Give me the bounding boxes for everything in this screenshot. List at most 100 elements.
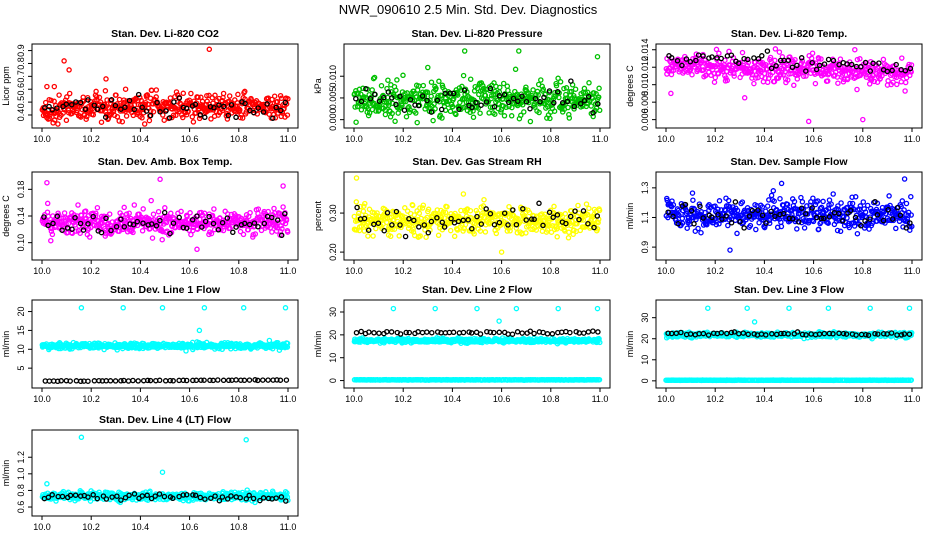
data-point [428,93,434,100]
reference-point [728,52,735,58]
reference-point [691,221,697,227]
reference-point [353,95,359,102]
data-point [837,56,844,62]
data-point [417,205,423,211]
reference-point [785,57,792,64]
data-point [150,211,157,217]
y-tick-label: 0.000 [328,108,338,131]
reference-point [505,331,511,337]
x-tick-label: 10.8 [230,394,248,404]
data-point [139,115,145,121]
data-point [444,204,450,210]
data-point [357,203,364,210]
data-point [116,96,123,103]
data-point [370,233,376,239]
reference-point [889,67,895,74]
data-point [536,109,542,116]
reference-point [564,98,571,105]
reference-point [858,63,864,70]
chart-title: Stan. Dev. Li-820 Pressure [411,28,542,40]
data-point [55,121,61,127]
outlier-point [390,305,397,312]
reference-point [261,220,268,227]
data-point [844,76,851,83]
reference-point [161,209,168,216]
reference-point [353,329,360,336]
data-point [770,188,777,194]
data-point [242,88,248,95]
y-axis-label: percent [313,200,323,231]
y-tick-label: 0.7 [16,70,26,83]
outlier-point [194,246,200,253]
x-tick-label: 10.4 [756,394,774,404]
data-point [211,206,217,212]
data-point [460,191,467,197]
data-point [447,108,454,115]
data-point [844,215,850,221]
data-point [163,219,170,226]
data-point [713,46,720,53]
data-point [102,88,109,94]
reference-point [759,53,765,59]
reference-point [180,224,187,231]
reference-point [519,330,525,336]
data-point [91,107,98,113]
data-point [493,230,500,237]
data-point [481,196,487,203]
data-point [866,81,873,87]
reference-point [425,229,432,236]
reference-point [585,94,592,100]
reference-point [407,96,414,103]
data-point [816,56,822,62]
data-point [818,56,824,62]
data-point [393,87,399,94]
reference-point [242,100,248,107]
data-point [157,221,164,227]
reference-point [206,213,212,220]
reference-point [367,95,374,102]
x-tick-label: 10.2 [394,134,412,144]
reference-point [77,220,84,227]
data-point [394,77,400,83]
data-point [547,115,553,122]
data-point [512,66,519,73]
reference-point [91,102,98,108]
page-title: NWR_090610 2.5 Min. Std. Dev. Diagnostic… [338,2,598,17]
reference-point [167,230,173,237]
reference-point [803,68,809,74]
data-point [588,103,594,109]
data-point [801,225,808,231]
data-point [467,207,474,214]
reference-point [813,66,820,73]
reference-point [735,60,742,66]
data-point [885,78,891,84]
reference-point [211,104,217,111]
reference-point [438,330,444,336]
data-point [280,204,286,210]
chart-title: Stan. Dev. Amb. Box Temp. [98,156,233,168]
data-point [369,87,375,93]
data-point [809,50,816,56]
x-tick-label: 10.4 [132,394,150,404]
outlier-point [78,305,85,311]
data-point [403,113,410,120]
data-point [523,230,529,236]
data-point [509,104,515,111]
data-point [595,94,602,100]
y-tick-label: 0.010 [328,65,338,88]
reference-point [554,88,561,95]
data-point [734,230,740,237]
data-point [49,231,56,238]
data-point [477,110,483,116]
data-point [283,217,290,224]
data-point [116,118,122,124]
data-point [83,116,89,122]
data-point [167,95,174,101]
outlier-point [778,180,785,187]
data-point [168,210,174,217]
reference-point [371,91,378,98]
data-point [180,114,186,121]
reference-point [798,55,805,61]
reference-point [251,220,258,226]
outlier-point [555,305,561,312]
